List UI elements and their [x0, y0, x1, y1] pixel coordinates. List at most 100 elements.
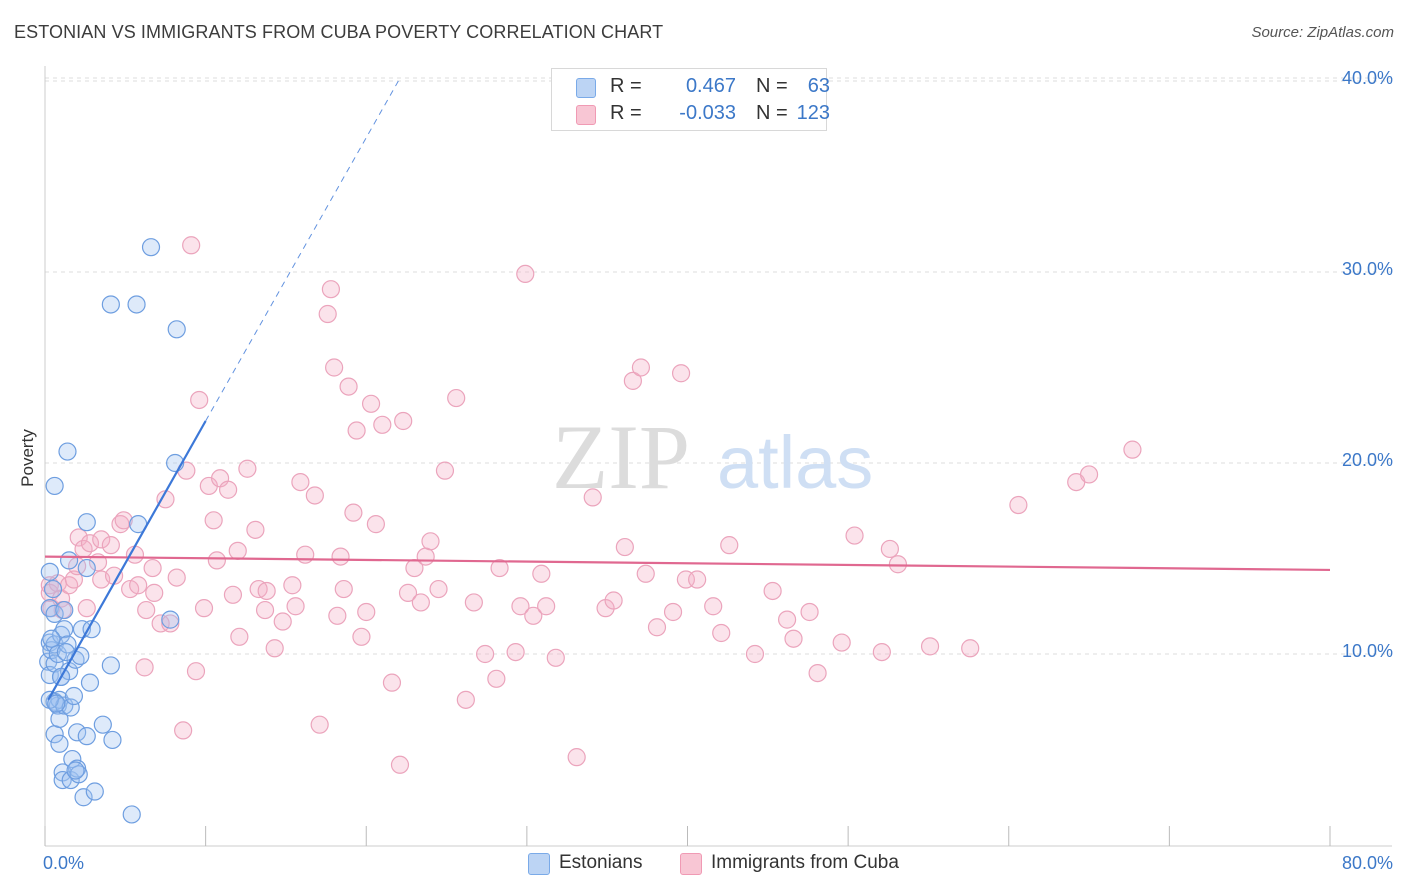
point-cuba: [880, 539, 899, 559]
point-cuba: [532, 564, 551, 583]
point-cuba: [344, 503, 363, 522]
point-cuba: [318, 304, 337, 324]
point-cuba: [421, 532, 440, 551]
point-estonians: [68, 723, 87, 742]
point-cuba: [429, 579, 448, 599]
point-estonians: [141, 238, 161, 257]
point-cuba: [920, 637, 940, 656]
point-cuba: [145, 583, 164, 602]
point-cuba: [114, 511, 133, 530]
point-estonians: [66, 761, 85, 780]
point-cuba: [265, 639, 284, 658]
point-estonians: [80, 673, 100, 692]
point-cuba: [283, 576, 302, 595]
point-estonians: [59, 551, 79, 570]
point-cuba: [207, 551, 226, 570]
point-cuba: [456, 690, 475, 709]
trend-line-cuba: [44, 555, 1331, 572]
point-estonians: [50, 734, 69, 753]
point-cuba: [416, 547, 435, 566]
point-cuba: [394, 411, 413, 431]
point-estonians: [77, 727, 96, 746]
watermark: ZIP atlas: [552, 406, 873, 508]
trend-lines: [44, 80, 1331, 701]
point-estonians: [42, 629, 61, 648]
legend-swatch-estonians: [576, 78, 596, 98]
point-cuba: [567, 748, 586, 767]
legend-n-label: N =: [756, 102, 788, 124]
point-cuba: [347, 421, 366, 440]
y-tick-label: 40.0%: [1342, 68, 1393, 88]
point-cuba: [305, 486, 324, 505]
point-cuba: [506, 642, 525, 662]
point-estonians: [101, 656, 120, 675]
y-tick-label: 10.0%: [1342, 641, 1393, 661]
point-estonians: [40, 562, 59, 581]
y-axis-title: Poverty: [18, 429, 37, 487]
watermark-zip: ZIP: [552, 406, 690, 508]
point-cuba: [663, 602, 683, 622]
point-cuba: [390, 755, 410, 774]
point-cuba: [186, 662, 206, 681]
chart-source: Source: ZipAtlas.com: [1251, 24, 1394, 41]
point-estonians: [39, 652, 58, 671]
point-estonians: [77, 513, 96, 532]
point-cuba: [257, 581, 276, 601]
point-cuba: [888, 555, 908, 574]
legend-n-value: 123: [796, 102, 830, 124]
point-cuba: [143, 558, 162, 578]
point-cuba: [325, 358, 344, 377]
point-cuba: [464, 593, 483, 612]
point-cuba: [808, 663, 827, 683]
point-estonians: [85, 782, 104, 801]
point-estonians: [55, 620, 74, 639]
point-cuba: [671, 364, 691, 383]
point-cuba: [167, 568, 186, 587]
point-cuba: [334, 579, 353, 599]
legend-swatch-cuba: [680, 853, 702, 875]
point-cuba: [647, 618, 667, 637]
axis-labels: Poverty 0.0% 80.0% 10.0% 20.0% 30.0% 40.0%: [18, 68, 1393, 873]
legend-swatch-estonians: [528, 853, 550, 875]
point-cuba: [511, 597, 530, 616]
point-cuba: [194, 599, 214, 618]
point-estonians: [167, 320, 186, 339]
point-cuba: [688, 570, 707, 589]
point-cuba: [190, 390, 209, 410]
point-estonians: [63, 749, 82, 769]
point-estonians: [51, 625, 71, 645]
point-cuba: [137, 600, 156, 620]
point-cuba: [174, 721, 193, 740]
point-estonians: [93, 715, 112, 734]
point-cuba: [373, 415, 392, 434]
axes: [44, 66, 1392, 847]
point-cuba: [182, 236, 201, 255]
point-estonians: [77, 558, 96, 578]
point-estonians: [64, 686, 84, 706]
point-cuba: [623, 371, 642, 390]
point-cuba: [845, 526, 864, 545]
legend-n-value: 63: [807, 75, 830, 97]
point-cuba: [310, 715, 329, 734]
point-estonians: [55, 600, 74, 620]
point-cuba: [631, 358, 651, 377]
point-estonians: [40, 665, 59, 685]
point-estonians: [101, 295, 120, 314]
point-cuba: [435, 461, 455, 480]
point-cuba: [800, 602, 819, 622]
point-cuba: [296, 545, 315, 564]
point-cuba: [101, 536, 120, 555]
legend-swatch-cuba: [576, 105, 596, 125]
point-cuba: [286, 597, 305, 616]
point-cuba: [273, 612, 292, 631]
point-cuba: [361, 394, 381, 413]
watermark-atlas: atlas: [717, 421, 873, 504]
point-cuba: [129, 576, 148, 595]
point-cuba: [872, 642, 891, 662]
point-estonians: [50, 709, 69, 729]
point-cuba: [476, 644, 495, 664]
point-estonians: [127, 295, 146, 314]
point-estonians: [61, 698, 80, 717]
point-cuba: [777, 610, 797, 629]
legend-r-value: -0.033: [679, 102, 736, 124]
